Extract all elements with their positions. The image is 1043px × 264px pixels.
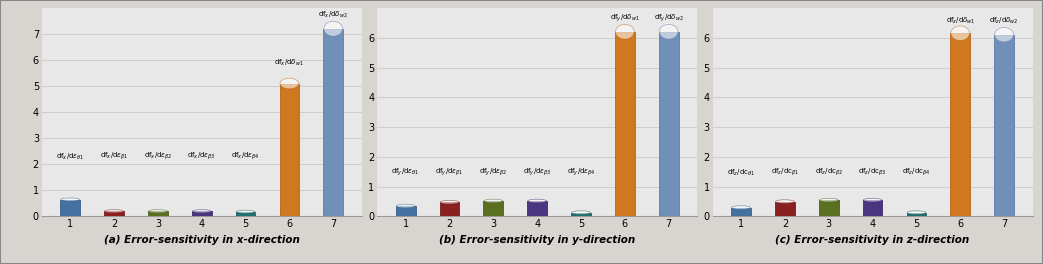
Ellipse shape bbox=[995, 27, 1014, 42]
Ellipse shape bbox=[776, 215, 795, 218]
Ellipse shape bbox=[60, 215, 79, 218]
Ellipse shape bbox=[148, 210, 167, 213]
Bar bbox=[395, 206, 415, 216]
Text: df$_x$/d$\varepsilon_{\beta2}$: df$_x$/d$\varepsilon_{\beta2}$ bbox=[144, 150, 172, 162]
Bar bbox=[994, 35, 1014, 216]
Bar bbox=[572, 213, 590, 216]
Bar bbox=[615, 32, 635, 216]
Ellipse shape bbox=[572, 215, 590, 218]
Ellipse shape bbox=[572, 211, 590, 214]
Ellipse shape bbox=[820, 198, 839, 202]
Ellipse shape bbox=[615, 209, 634, 224]
Ellipse shape bbox=[659, 24, 678, 39]
Bar bbox=[439, 202, 459, 216]
Text: df$_x$/d$\varepsilon_{\theta1}$: df$_x$/d$\varepsilon_{\theta1}$ bbox=[56, 152, 84, 162]
Ellipse shape bbox=[440, 200, 459, 204]
Bar bbox=[950, 33, 970, 216]
Ellipse shape bbox=[615, 24, 634, 39]
X-axis label: (a) Error-sensitivity in x-direction: (a) Error-sensitivity in x-direction bbox=[104, 235, 299, 245]
Ellipse shape bbox=[484, 215, 503, 218]
Ellipse shape bbox=[528, 215, 547, 218]
Text: df$_x$/d$\delta_{w2}$: df$_x$/d$\delta_{w2}$ bbox=[318, 10, 348, 20]
Text: df$_z$/d$\delta_{w2}$: df$_z$/d$\delta_{w2}$ bbox=[990, 16, 1019, 26]
Text: df$_z$/d$\delta_{w1}$: df$_z$/d$\delta_{w1}$ bbox=[946, 16, 975, 26]
Ellipse shape bbox=[951, 209, 970, 224]
Ellipse shape bbox=[484, 199, 503, 203]
Bar bbox=[60, 200, 80, 216]
Ellipse shape bbox=[280, 211, 298, 222]
Bar bbox=[192, 211, 212, 216]
Text: df$_z$/dc$_{\beta1}$: df$_z$/dc$_{\beta1}$ bbox=[771, 166, 799, 178]
Text: df$_y$/d$\delta_{w1}$: df$_y$/d$\delta_{w1}$ bbox=[610, 13, 639, 24]
Text: df$_x$/d$\delta_{w1}$: df$_x$/d$\delta_{w1}$ bbox=[274, 58, 305, 68]
Ellipse shape bbox=[148, 215, 167, 218]
Text: df$_y$/d$\delta_{w2}$: df$_y$/d$\delta_{w2}$ bbox=[654, 13, 683, 24]
Ellipse shape bbox=[864, 215, 882, 218]
Bar bbox=[659, 32, 679, 216]
Ellipse shape bbox=[528, 199, 547, 203]
Bar bbox=[775, 202, 795, 216]
Ellipse shape bbox=[864, 198, 882, 202]
Bar bbox=[280, 83, 299, 216]
Ellipse shape bbox=[440, 215, 459, 218]
Bar bbox=[484, 201, 503, 216]
Ellipse shape bbox=[192, 215, 211, 218]
Ellipse shape bbox=[280, 78, 298, 89]
Text: df$_z$/dc$_{\beta3}$: df$_z$/dc$_{\beta3}$ bbox=[858, 166, 887, 178]
Bar bbox=[528, 201, 547, 216]
Ellipse shape bbox=[396, 204, 415, 208]
Ellipse shape bbox=[995, 209, 1014, 224]
Ellipse shape bbox=[732, 206, 750, 209]
Bar bbox=[819, 200, 839, 216]
Text: df$_x$/d$\varepsilon_{\beta4}$: df$_x$/d$\varepsilon_{\beta4}$ bbox=[232, 150, 260, 162]
Text: df$_y$/d$\varepsilon_{\beta4}$: df$_y$/d$\varepsilon_{\beta4}$ bbox=[566, 166, 596, 178]
Ellipse shape bbox=[324, 21, 342, 36]
Ellipse shape bbox=[396, 215, 415, 218]
Text: df$_y$/d$\varepsilon_{\beta3}$: df$_y$/d$\varepsilon_{\beta3}$ bbox=[523, 166, 552, 178]
Text: df$_z$/dc$_{\beta2}$: df$_z$/dc$_{\beta2}$ bbox=[815, 166, 843, 178]
Ellipse shape bbox=[236, 210, 254, 213]
Text: df$_y$/d$\varepsilon_{\beta1}$: df$_y$/d$\varepsilon_{\beta1}$ bbox=[435, 166, 464, 178]
Bar bbox=[236, 212, 256, 216]
Text: df$_y$/d$\varepsilon_{\beta2}$: df$_y$/d$\varepsilon_{\beta2}$ bbox=[479, 166, 508, 178]
Ellipse shape bbox=[732, 215, 750, 218]
Bar bbox=[731, 208, 751, 216]
Ellipse shape bbox=[104, 210, 123, 213]
Text: df$_y$/d$\varepsilon_{\theta1}$: df$_y$/d$\varepsilon_{\theta1}$ bbox=[391, 166, 419, 178]
Ellipse shape bbox=[324, 209, 342, 224]
Ellipse shape bbox=[820, 215, 839, 218]
Bar bbox=[148, 211, 168, 216]
Bar bbox=[906, 213, 926, 216]
Text: df$_x$/d$\varepsilon_{\beta3}$: df$_x$/d$\varepsilon_{\beta3}$ bbox=[188, 150, 216, 162]
Bar bbox=[863, 200, 882, 216]
Text: df$_z$/dc$_{\beta4}$: df$_z$/dc$_{\beta4}$ bbox=[902, 166, 930, 178]
Ellipse shape bbox=[659, 209, 678, 224]
Bar bbox=[323, 29, 343, 216]
X-axis label: (b) Error-sensitivity in y-direction: (b) Error-sensitivity in y-direction bbox=[439, 235, 635, 245]
Ellipse shape bbox=[907, 215, 926, 218]
Ellipse shape bbox=[776, 200, 795, 203]
Text: df$_z$/dc$_{\theta1}$: df$_z$/dc$_{\theta1}$ bbox=[727, 168, 755, 178]
Bar bbox=[104, 211, 124, 216]
X-axis label: (c) Error-sensitivity in z-direction: (c) Error-sensitivity in z-direction bbox=[775, 235, 970, 245]
Ellipse shape bbox=[104, 215, 123, 218]
Ellipse shape bbox=[192, 210, 211, 213]
Ellipse shape bbox=[236, 215, 254, 218]
Ellipse shape bbox=[60, 198, 79, 201]
Ellipse shape bbox=[907, 211, 926, 214]
Text: df$_x$/d$\varepsilon_{\beta1}$: df$_x$/d$\varepsilon_{\beta1}$ bbox=[100, 150, 128, 162]
Ellipse shape bbox=[951, 26, 970, 41]
